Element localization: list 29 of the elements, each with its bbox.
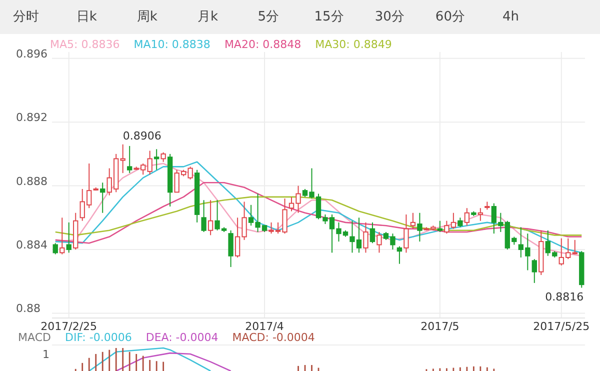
chart-title: MACD bbox=[18, 331, 51, 344]
y-tick-label: 0.896 bbox=[16, 47, 48, 60]
x-tick-label: 2017/2/25 bbox=[40, 320, 98, 334]
x-tick-label: 2017/4 bbox=[245, 320, 284, 334]
y-tick-label: 0.884 bbox=[16, 238, 48, 252]
series-label: DEA: -0.0004 bbox=[146, 331, 218, 344]
series-label: DIF: -0.0006 bbox=[64, 331, 132, 344]
text: 1 bbox=[42, 348, 50, 362]
text: 日k bbox=[76, 10, 98, 25]
y-tick-label: 0.88 bbox=[16, 302, 40, 316]
text: 30分 bbox=[374, 10, 404, 25]
x-tick-label: 2017/5 bbox=[420, 320, 460, 334]
text: 5分 bbox=[258, 10, 280, 25]
text: MA30: 0.8849 bbox=[315, 38, 392, 52]
text: 60分 bbox=[435, 10, 465, 25]
text: 15分 bbox=[314, 10, 344, 25]
y-tick-label: 0.892 bbox=[16, 111, 48, 124]
text: MA20: 0.8848 bbox=[224, 38, 302, 52]
text: 月k bbox=[198, 10, 219, 25]
annotation: 0.8906 bbox=[122, 129, 162, 142]
text: 周k bbox=[136, 10, 158, 25]
text: 分时 bbox=[13, 10, 39, 25]
y-tick-label: 0.888 bbox=[16, 174, 48, 188]
x-tick-label: 2017/5/25 bbox=[533, 320, 590, 334]
series-label: MACD: -0.0004 bbox=[232, 331, 315, 344]
text: MA5: 0.8836 bbox=[50, 38, 120, 52]
annotation: 0.8816 bbox=[545, 290, 584, 304]
text: MA10: 0.8838 bbox=[134, 38, 210, 52]
text: 4h bbox=[502, 10, 520, 25]
